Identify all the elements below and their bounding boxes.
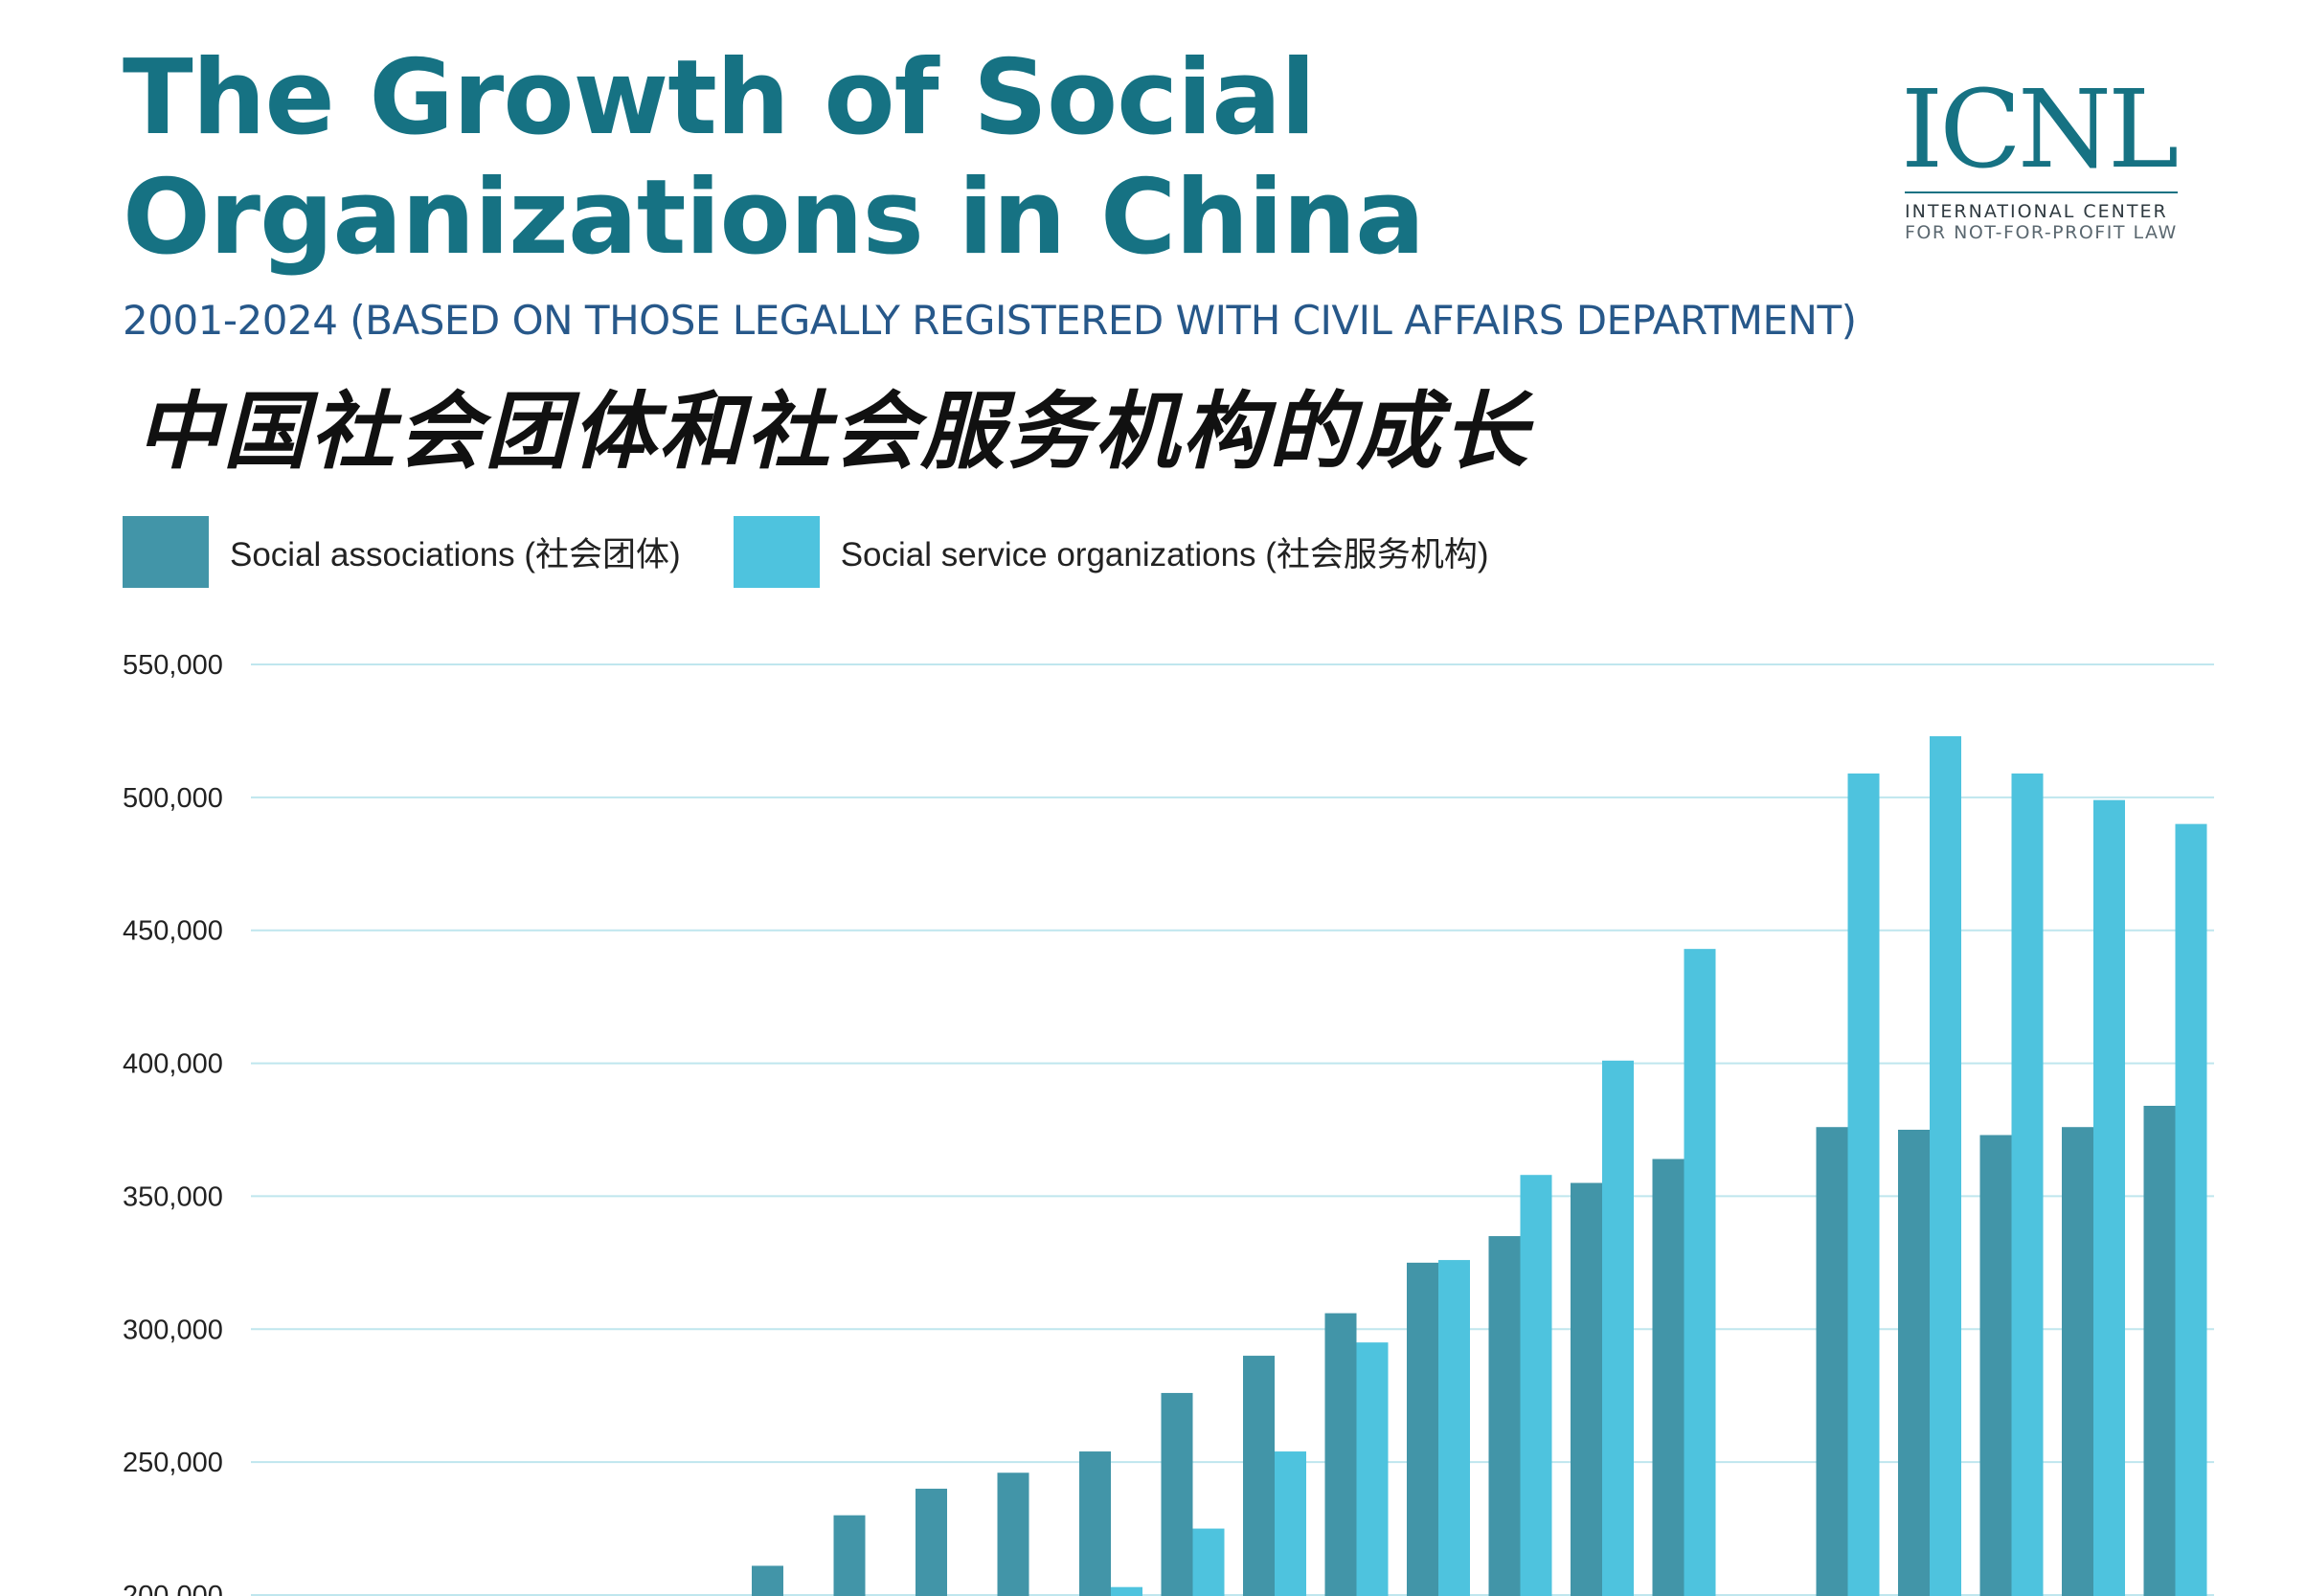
bar-social-associations xyxy=(833,1515,866,1596)
title-line-2: Organizations in China xyxy=(123,158,1425,278)
logo-line-1: INTERNATIONAL CENTER xyxy=(1905,201,2168,222)
bar-social-associations xyxy=(1979,1135,2012,1596)
logo-divider xyxy=(1905,191,2178,193)
bar-social-associations xyxy=(1407,1262,1438,1596)
bar-social-associations xyxy=(1161,1392,1193,1596)
bar-social-associations xyxy=(752,1565,783,1596)
y-tick-label: 500,000 xyxy=(123,783,223,814)
legend-item-associations: Social associations (社会团体) xyxy=(123,515,681,588)
bar-social-service-orgs xyxy=(1602,1060,1634,1596)
bar-social-associations xyxy=(2143,1106,2176,1596)
bar-chart: 200,000 250,000 300,000 350,000 400,000 450,0… xyxy=(123,650,2214,1596)
legend-swatch-service-orgs xyxy=(733,515,820,588)
y-tick-label: 550,000 xyxy=(123,650,223,681)
y-tick-label: 250,000 xyxy=(123,1448,223,1478)
gridlines xyxy=(251,663,2214,1596)
legend-label-service-orgs: Social service organizations (社会服务机构) xyxy=(840,535,1489,573)
y-axis-labels: 200,000 250,000 300,000 350,000 400,000 450,0… xyxy=(123,650,223,1596)
bar-social-service-orgs xyxy=(1520,1175,1552,1596)
bar-social-service-orgs xyxy=(1275,1451,1306,1596)
bar-social-associations xyxy=(1243,1356,1275,1596)
bar-social-associations xyxy=(1652,1158,1684,1596)
bar-social-associations xyxy=(1898,1130,1930,1596)
bar-social-service-orgs xyxy=(1192,1528,1225,1596)
bar-social-associations xyxy=(1488,1236,1521,1596)
bar-social-service-orgs xyxy=(2175,823,2207,1596)
legend-label-associations: Social associations (社会团体) xyxy=(230,535,681,573)
legend-swatch-associations xyxy=(123,515,209,588)
icnl-logo: ICNL INTERNATIONAL CENTER FOR NOT-FOR-PR… xyxy=(1901,77,2188,243)
bar-social-associations xyxy=(2062,1127,2093,1596)
chinese-title: 中国社会团体和社会服务机构的成长 xyxy=(136,381,1531,481)
bar-social-service-orgs xyxy=(2011,773,2044,1596)
bar-social-associations xyxy=(1816,1127,1848,1596)
legend-item-service-orgs: Social service organizations (社会服务机构) xyxy=(733,515,1489,588)
bar-social-associations xyxy=(1079,1451,1111,1596)
y-tick-label: 300,000 xyxy=(123,1315,223,1345)
bar-social-associations xyxy=(1324,1313,1357,1596)
bar-social-service-orgs xyxy=(2093,799,2125,1596)
chart-legend: Social associations (社会团体) Social servic… xyxy=(123,515,1542,588)
bar-social-service-orgs xyxy=(1684,949,1716,1596)
y-tick-label: 350,000 xyxy=(123,1181,223,1212)
chart-subtitle: 2001-2024 (BASED ON THOSE LEGALLY REGIST… xyxy=(123,297,1857,344)
bar-social-associations xyxy=(916,1488,947,1596)
bar-social-service-orgs xyxy=(1111,1586,1142,1596)
logo-line-2: FOR NOT-FOR-PROFIT LAW xyxy=(1905,222,2178,243)
bar-social-associations xyxy=(997,1472,1029,1596)
chart-title: The Growth of Social Organizations in Ch… xyxy=(123,38,1425,278)
bar-social-service-orgs xyxy=(1847,773,1880,1596)
bar-social-service-orgs xyxy=(1930,735,1961,1596)
bars xyxy=(752,735,2207,1596)
bar-social-service-orgs xyxy=(1356,1342,1389,1596)
y-tick-label: 200,000 xyxy=(123,1581,223,1596)
title-line-1: The Growth of Social xyxy=(123,38,1316,158)
y-tick-label: 400,000 xyxy=(123,1049,223,1080)
y-tick-label: 450,000 xyxy=(123,916,223,947)
bar-social-associations xyxy=(1571,1182,1602,1596)
bar-social-service-orgs xyxy=(1438,1260,1470,1596)
logo-wordmark: ICNL xyxy=(1901,68,2179,192)
